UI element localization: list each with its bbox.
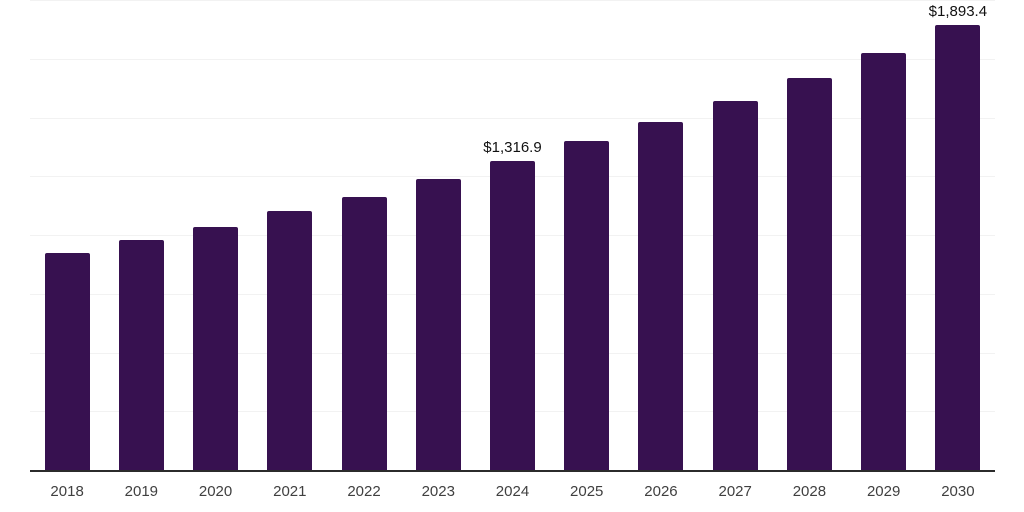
x-tick-label-2021: 2021: [273, 483, 307, 500]
bar-2023: [415, 178, 461, 470]
x-tick-label-2023: 2023: [421, 483, 455, 500]
bar-2028: [786, 78, 832, 470]
x-tick-label-2022: 2022: [347, 483, 381, 500]
x-tick-label-2030: 2030: [941, 483, 975, 500]
x-tick-label-2025: 2025: [570, 483, 604, 500]
x-tick-label-2024: 2024: [495, 483, 530, 500]
bar-2030: [935, 25, 981, 470]
plot-area: $1,316.9 $1,893.4: [30, 0, 995, 472]
bar-2024: [490, 160, 535, 470]
x-tick-label-2026: 2026: [644, 483, 678, 500]
x-tick-label-2019: 2019: [124, 483, 159, 500]
x-axis: 2018 2019 2020 2021 2022 2023 2024 2025 2026 2027…: [30, 472, 995, 512]
bar-2021: [267, 210, 313, 470]
bar-2025: [564, 141, 610, 470]
bar-2018: [44, 253, 90, 470]
gridline-1750: [30, 59, 995, 60]
bar-2027: [712, 100, 758, 470]
x-tick-label-2028: 2028: [792, 483, 827, 500]
bar-2026: [638, 121, 684, 470]
value-label-2030: $1,893.4: [928, 3, 988, 21]
bar-2019: [118, 239, 164, 470]
value-label-2024: $1,316.9: [483, 138, 542, 156]
gridline-1500: [30, 118, 995, 119]
x-tick-label-2027: 2027: [718, 483, 752, 500]
gridline-2000: [30, 0, 995, 1]
x-tick-label-2020: 2020: [198, 483, 233, 500]
x-tick-label-2029: 2029: [866, 483, 901, 500]
bar-2029: [861, 52, 907, 470]
bar-2022: [341, 197, 387, 470]
x-tick-label-2018: 2018: [50, 483, 84, 500]
bar-2020: [193, 226, 239, 470]
